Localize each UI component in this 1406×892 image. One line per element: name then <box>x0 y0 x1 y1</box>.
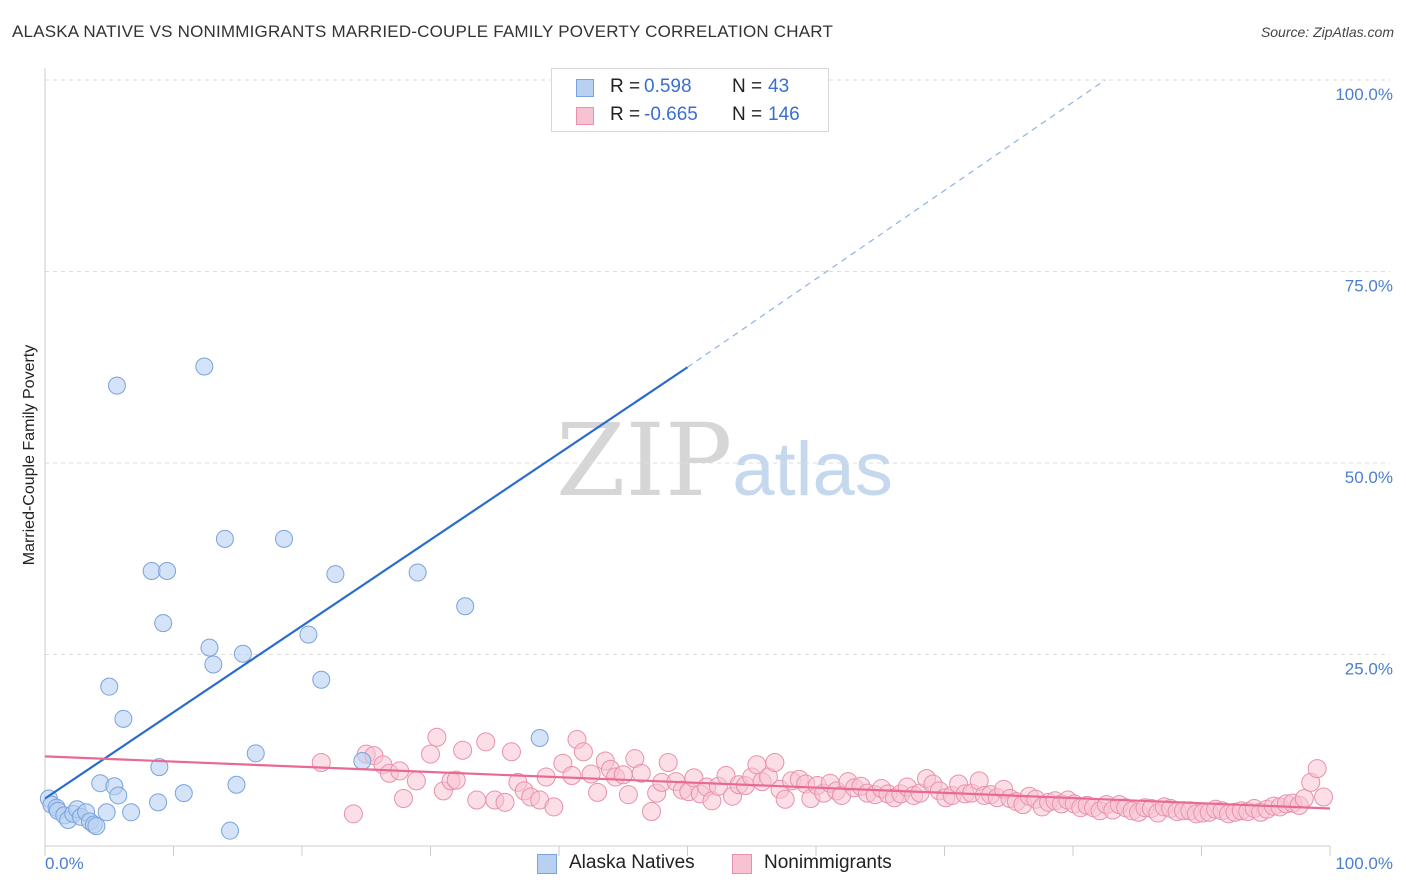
alaska-natives-point <box>149 793 168 812</box>
legend-label: Nonimmigrants <box>764 852 892 873</box>
legend-n-value: 146 <box>768 104 800 125</box>
alaska-natives-point <box>312 670 331 689</box>
legend-row-alaska-natives: R = 0.598 N = 43 <box>552 73 828 101</box>
x-tick-label: 0.0% <box>45 854 84 873</box>
alaska-natives-point <box>530 728 549 747</box>
trend-lines <box>44 79 1331 810</box>
nonimmigrants-point <box>453 740 473 760</box>
nonimmigrants-point <box>1314 787 1334 807</box>
alaska-natives-point <box>109 786 128 805</box>
grid-lines <box>45 79 1390 655</box>
x-tick-label: 100.0% <box>1335 854 1393 873</box>
legend-n-value: 43 <box>768 76 790 97</box>
tick-labels: 25.0% 50.0% 75.0% 100.0% 0.0% 100.0% <box>45 85 1393 873</box>
watermark-zip: ZIP <box>556 402 733 519</box>
y-tick-label: 100.0% <box>1335 85 1393 104</box>
nonimmigrants-point <box>642 802 662 822</box>
source-label: Source: ZipAtlas.com <box>1260 24 1394 40</box>
nonimmigrants-point <box>658 753 678 773</box>
alaska-natives-point <box>114 709 133 728</box>
legend-swatch-pink <box>576 107 594 125</box>
legend-n-label: N = <box>732 76 763 97</box>
alaska-natives-point <box>142 562 161 581</box>
nonimmigrants-point <box>544 797 564 817</box>
alaska-natives-trend-line <box>44 366 689 800</box>
alaska-natives-point <box>97 803 116 822</box>
alaska-natives-point <box>227 775 246 794</box>
alaska-natives-point <box>326 565 345 584</box>
nonimmigrants-point <box>495 792 515 812</box>
alaska-natives-point <box>154 614 173 633</box>
legend-swatch-blue <box>576 79 594 97</box>
legend-label: Alaska Natives <box>569 852 695 873</box>
alaska-natives-point <box>456 597 475 616</box>
legend-swatch-blue <box>537 854 557 874</box>
y-tick-label: 50.0% <box>1345 468 1393 487</box>
nonimmigrants-point <box>775 789 795 809</box>
alaska-natives-point <box>107 376 126 395</box>
legend-r-label: R = <box>610 76 641 97</box>
axes <box>44 68 1331 856</box>
alaska-natives-point <box>221 821 240 840</box>
alaska-natives-point <box>122 803 141 822</box>
nonimmigrants-trend-line <box>44 755 1331 810</box>
y-tick-label: 75.0% <box>1345 277 1393 296</box>
y-tick-label: 25.0% <box>1345 660 1393 679</box>
nonimmigrants-point <box>421 744 440 764</box>
nonimmigrants-point <box>467 790 487 810</box>
nonimmigrants-point <box>573 742 593 762</box>
nonimmigrants-point <box>427 727 447 747</box>
alaska-natives-trend-extension <box>687 79 1106 368</box>
alaska-natives-point <box>299 625 318 644</box>
nonimmigrants-points <box>311 727 1334 824</box>
nonimmigrants-point <box>765 753 785 773</box>
alaska-natives-point <box>158 562 177 581</box>
nonimmigrants-point <box>631 763 651 783</box>
nonimmigrants-point <box>618 785 638 805</box>
nonimmigrants-point <box>394 789 414 809</box>
nonimmigrants-point <box>476 732 496 752</box>
nonimmigrants-point <box>1307 759 1327 779</box>
legend-n-label: N = <box>732 104 763 125</box>
alaska-natives-point <box>353 751 372 770</box>
nonimmigrants-point <box>1294 789 1314 809</box>
legend-r-value: -0.665 <box>644 104 698 125</box>
alaska-natives-points <box>39 357 549 840</box>
nonimmigrants-point <box>501 742 521 762</box>
alaska-natives-point <box>200 638 219 657</box>
alaska-natives-point <box>174 784 193 803</box>
alaska-natives-point <box>408 563 427 582</box>
alaska-natives-point <box>195 357 214 376</box>
stats-legend: R = 0.598 N = 43 R = -0.665 N = 146 <box>551 68 829 132</box>
nonimmigrants-point <box>562 766 582 786</box>
legend-r-value: 0.598 <box>644 76 692 97</box>
nonimmigrants-point <box>446 770 466 790</box>
alaska-natives-point <box>215 529 234 548</box>
alaska-natives-point <box>246 744 265 763</box>
alaska-natives-point <box>204 655 223 674</box>
alaska-natives-point <box>100 677 119 696</box>
alaska-natives-point <box>87 817 106 836</box>
legend-r-label: R = <box>610 104 641 125</box>
nonimmigrants-point <box>588 782 608 802</box>
nonimmigrants-point <box>581 764 601 784</box>
nonimmigrants-point <box>343 804 363 824</box>
watermark: ZIPatlas <box>556 402 893 519</box>
nonimmigrants-point <box>406 771 426 791</box>
legend-row-nonimmigrants: R = -0.665 N = 146 <box>552 101 828 129</box>
legend-swatch-pink <box>732 854 752 874</box>
chart-title: ALASKA NATIVE VS NONIMMIGRANTS MARRIED-C… <box>12 22 834 41</box>
alaska-natives-point <box>150 758 169 777</box>
watermark-atlas: atlas <box>732 427 893 512</box>
alaska-natives-point <box>275 529 294 548</box>
alaska-natives-point <box>233 644 252 663</box>
